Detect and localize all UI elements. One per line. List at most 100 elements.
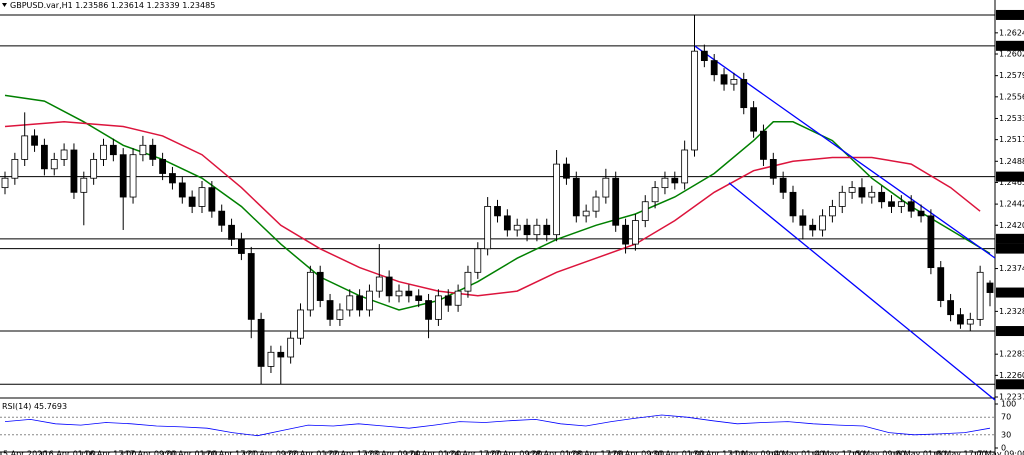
rsi-tick-label: 100 xyxy=(1001,400,1016,409)
x-tick-label: 7 May 09:00 xyxy=(977,450,1024,455)
candle-body xyxy=(356,295,364,311)
level-label: 1.24717 xyxy=(998,172,1024,181)
level-label-box xyxy=(996,171,1024,182)
candle-body xyxy=(503,215,511,231)
x-tick-label: 5 May 09:00 xyxy=(856,450,906,455)
x-tick-label: 6 May 17:00 xyxy=(937,450,987,455)
candle-body xyxy=(90,159,98,179)
candle-body xyxy=(31,135,38,146)
candle-body xyxy=(267,351,275,367)
x-tick-label: 29 Apr 09:00 xyxy=(612,450,664,455)
header-arrow xyxy=(2,3,7,7)
candle-body xyxy=(444,295,452,306)
candle-body xyxy=(434,295,442,320)
moving-average xyxy=(4,121,981,297)
candle-body xyxy=(494,206,501,217)
y-tick-label: 1.23285 xyxy=(999,307,1024,316)
candle-body xyxy=(602,177,610,198)
x-tick-label: 16 Apr 17:00 xyxy=(84,450,136,455)
x-tick-label: 24 Apr 17:00 xyxy=(450,450,502,455)
candle-body xyxy=(385,276,393,297)
x-tick-label: 22 Apr 17:00 xyxy=(328,450,380,455)
rsi-header: RSI(14) 45.7693 xyxy=(2,402,67,411)
candle-body xyxy=(858,187,866,198)
candle-body xyxy=(346,295,354,311)
y-tick-label: 1.25110 xyxy=(999,135,1024,144)
candle-body xyxy=(572,177,580,217)
candle-body xyxy=(129,154,137,198)
candle-body xyxy=(454,290,462,306)
header-open: 1.23586 xyxy=(75,1,108,10)
candle-body xyxy=(119,154,127,198)
candle-body xyxy=(326,300,334,320)
candle-body xyxy=(277,351,285,358)
level-label-box xyxy=(996,379,1024,390)
candle-body xyxy=(632,220,639,245)
candle-body xyxy=(917,210,925,217)
y-tick-label: 1.26245 xyxy=(999,28,1024,37)
candle-body xyxy=(769,159,777,179)
x-tick-label: 28 Apr 17:00 xyxy=(571,450,623,455)
header-close: 1.23485 xyxy=(182,1,215,10)
candle-body xyxy=(710,60,718,76)
x-tick-label: 4 May 01:00 xyxy=(774,450,824,455)
y-tick-label: 1.25335 xyxy=(999,114,1024,123)
candle-body xyxy=(149,144,157,160)
candle-body xyxy=(218,210,226,226)
candle-body xyxy=(306,271,314,311)
candle-body xyxy=(947,300,954,316)
x-tick-label: 21 Apr 09:00 xyxy=(247,450,299,455)
candle-body xyxy=(405,290,413,297)
candle-body xyxy=(868,191,876,198)
symbol: GBPUSD.var,H1 xyxy=(10,1,73,10)
candle-body xyxy=(888,201,895,207)
level-label: 1.26435 xyxy=(998,10,1024,19)
candle-body xyxy=(927,215,935,269)
candle-body xyxy=(848,187,856,193)
trendline xyxy=(728,182,996,401)
candle-body xyxy=(740,79,748,109)
candle-body xyxy=(878,191,886,203)
candle-body xyxy=(897,201,905,207)
candle-body xyxy=(80,177,88,193)
rsi-tick-label: 0 xyxy=(1001,444,1006,453)
candle-body xyxy=(622,224,629,245)
current-price-box xyxy=(996,287,1024,298)
candle-body xyxy=(907,201,915,212)
candle-body xyxy=(297,309,304,339)
candle-body xyxy=(789,191,797,217)
candle-body xyxy=(966,318,974,325)
y-tick-label: 1.25790 xyxy=(999,71,1024,80)
candle-body xyxy=(100,144,107,160)
candle-body xyxy=(829,206,836,217)
candle-body xyxy=(159,159,167,174)
candle-body xyxy=(543,224,551,236)
x-tick-label: 5 Apr 2020 xyxy=(3,450,47,455)
candle-body xyxy=(178,182,186,198)
candle-body xyxy=(553,163,560,236)
candle-body xyxy=(70,149,78,193)
candle-body xyxy=(50,159,58,170)
candle-body xyxy=(41,144,48,170)
candle-body xyxy=(700,50,708,62)
x-tick-label: 16 Apr 01:00 xyxy=(44,450,96,455)
y-tick-label: 1.25565 xyxy=(999,92,1024,101)
candle-body xyxy=(1,177,9,189)
candle-body xyxy=(228,224,235,240)
x-tick-label: 1 May 09:00 xyxy=(734,450,784,455)
current-price-label: 1.23485 xyxy=(998,288,1024,297)
x-tick-label: 6 May 01:00 xyxy=(896,450,946,455)
candle-body xyxy=(799,215,807,226)
candle-body xyxy=(592,196,600,212)
y-tick-label: 1.22830 xyxy=(999,350,1024,359)
candle-body xyxy=(188,196,196,207)
candle-body xyxy=(809,224,817,231)
candle-body xyxy=(464,271,472,292)
rsi-title: RSI(14) xyxy=(2,402,31,411)
candle-body xyxy=(563,163,570,179)
candle-body xyxy=(730,79,738,85)
candle-body xyxy=(779,177,787,193)
candle-body xyxy=(937,267,945,301)
candle-body xyxy=(247,253,255,320)
